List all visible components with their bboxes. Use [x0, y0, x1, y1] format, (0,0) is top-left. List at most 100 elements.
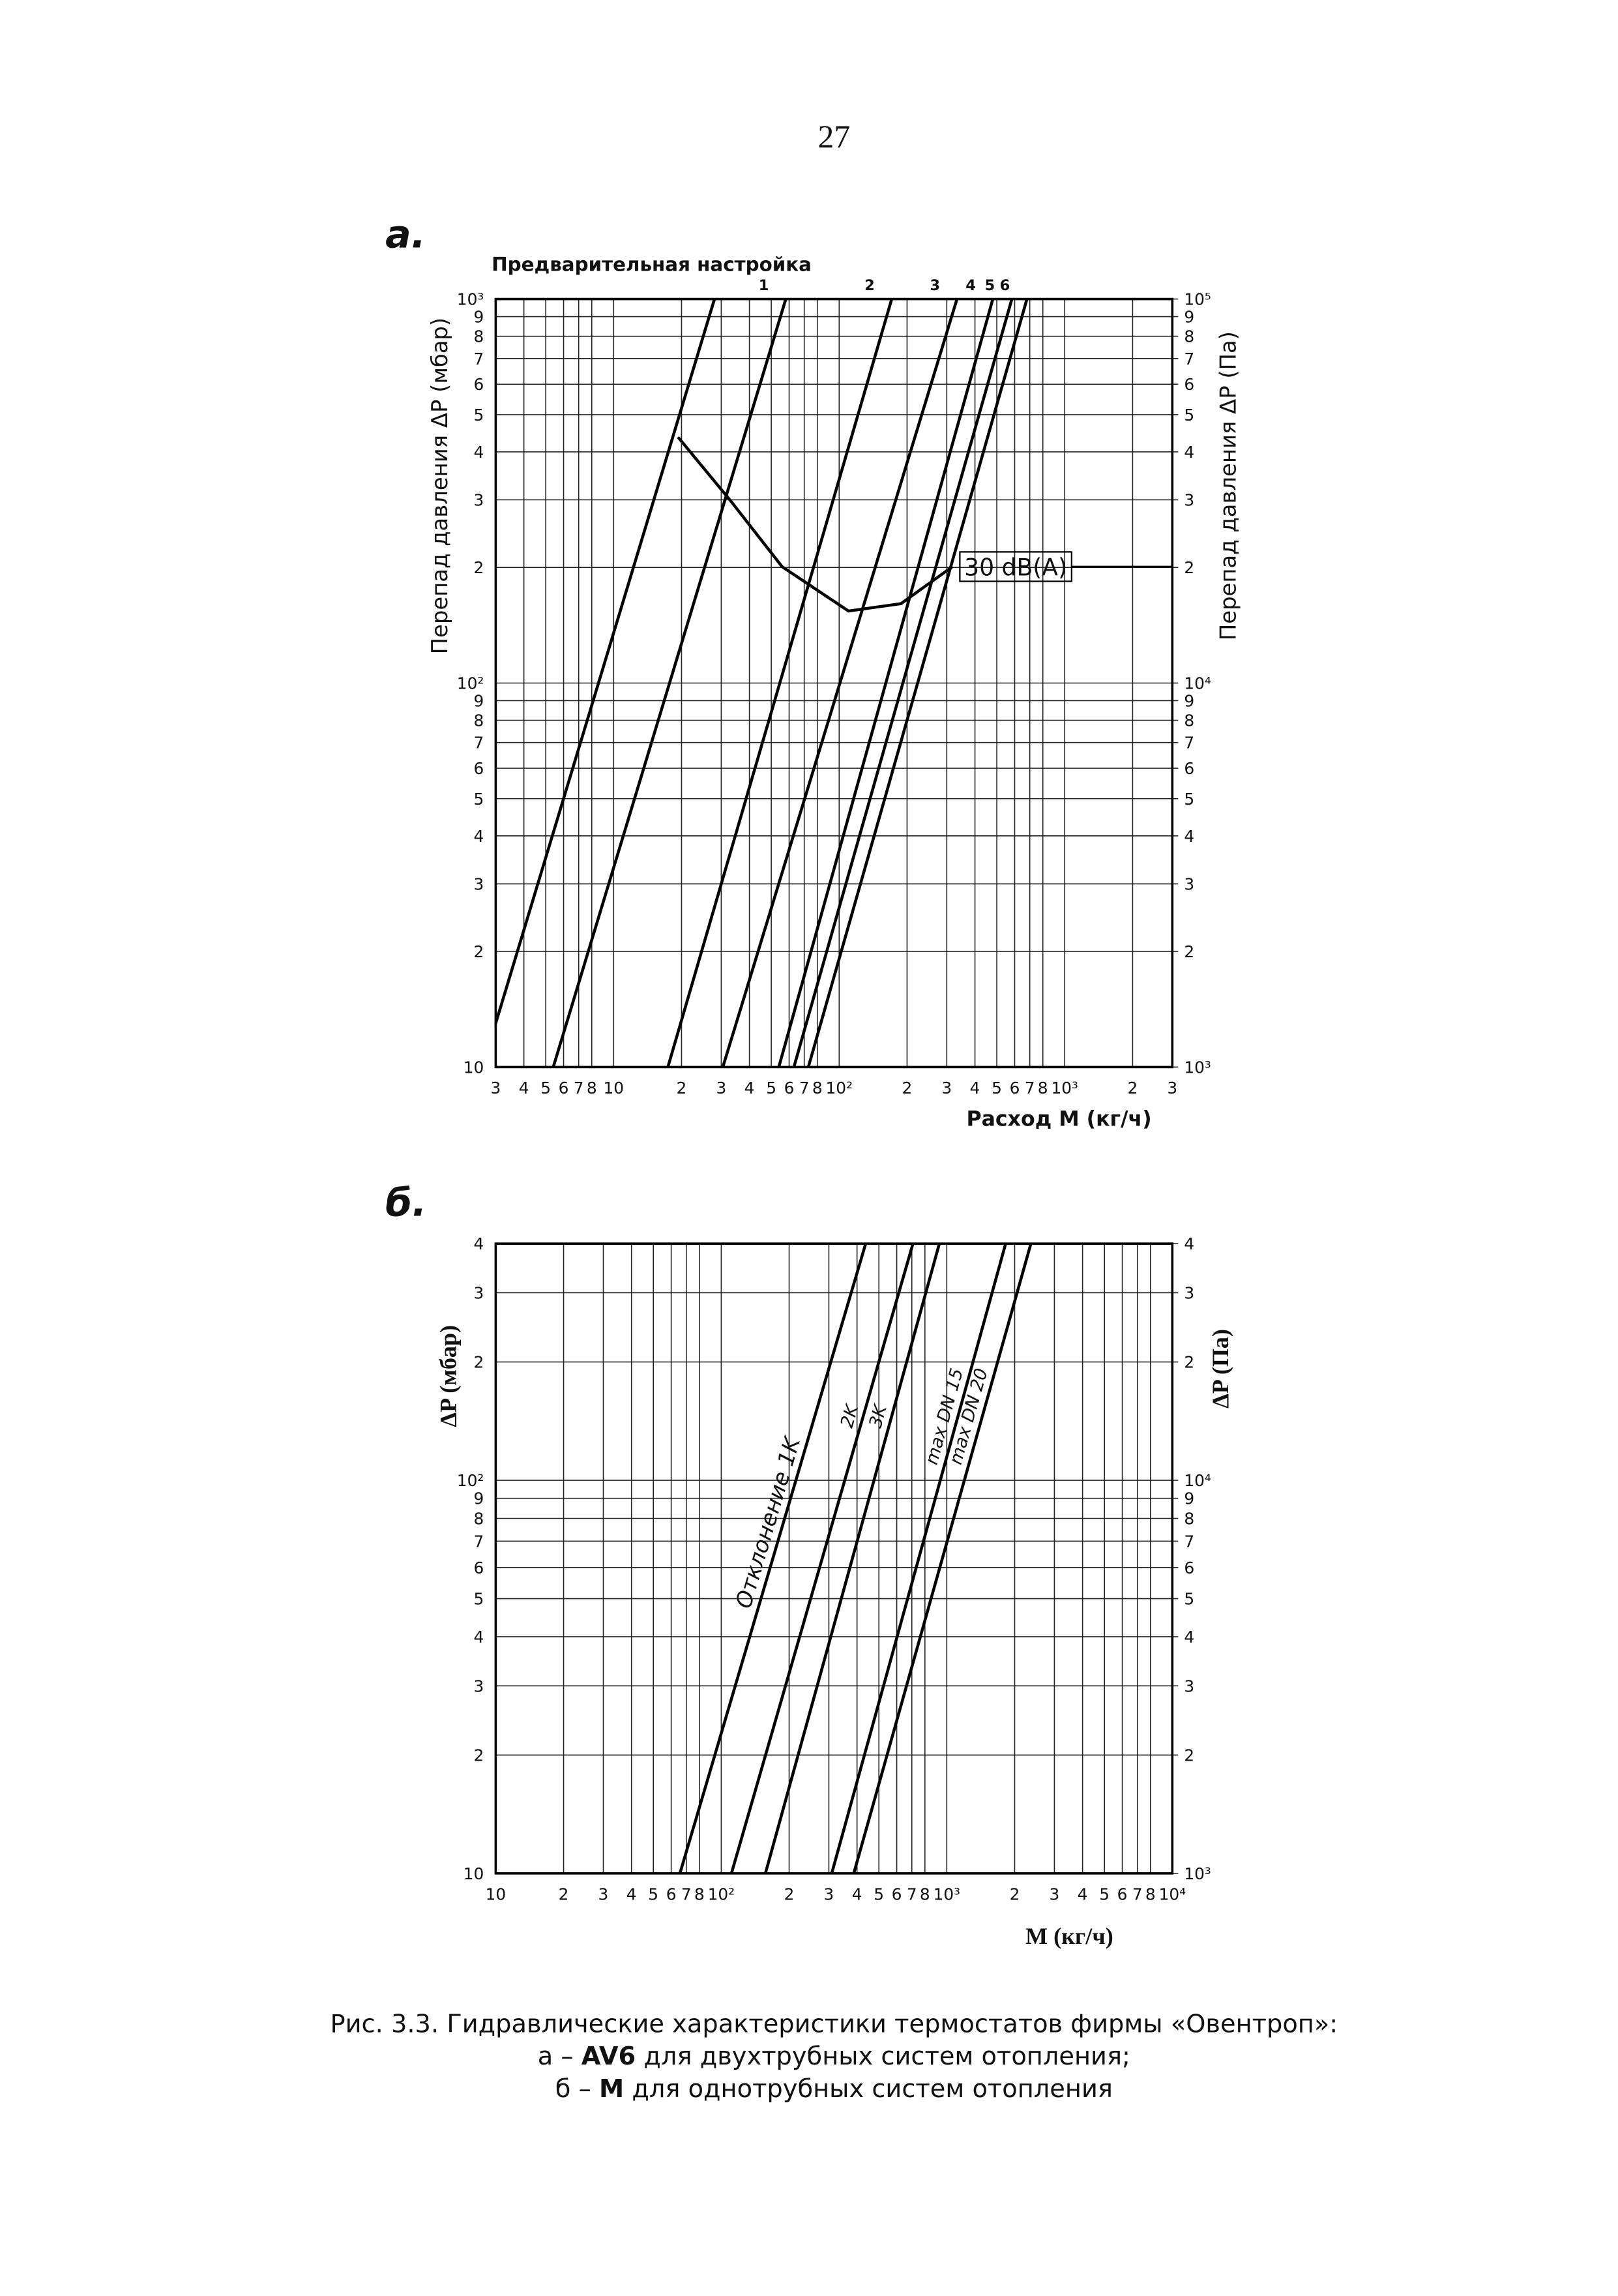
y-tick-label: 3: [474, 1284, 484, 1303]
characteristic-line: [830, 1243, 1007, 1874]
x-tick-label: 5: [648, 1885, 658, 1904]
y2-tick-label: 8: [1184, 711, 1194, 730]
x-tick-label: 10: [486, 1885, 507, 1904]
characteristic-line: [677, 436, 954, 613]
y2-tick-label: 10⁴: [1184, 674, 1211, 693]
x-tick-label: 10: [604, 1079, 625, 1097]
y2-tick-label: 7: [1184, 350, 1194, 368]
y-tick-label: 5: [474, 406, 484, 425]
y2-tick-label: 5: [1184, 790, 1194, 809]
y2-tick-label: 10³: [1184, 1864, 1211, 1883]
x-tick-label: 2: [1128, 1079, 1138, 1097]
x-tick-label: 3: [598, 1885, 609, 1904]
x-tick-label: 7: [681, 1885, 692, 1904]
caption-bold: AV6: [581, 2042, 636, 2071]
caption-text: а –: [538, 2042, 581, 2071]
plot-frame: [494, 297, 1174, 1069]
y2-tick-label: 6: [1184, 759, 1194, 778]
y2-tick-label: 6: [1184, 375, 1194, 394]
y-tick-label: 10³: [457, 290, 484, 309]
y-tick-label: 10: [463, 1058, 484, 1077]
x-tick-label: 3: [824, 1885, 834, 1904]
x-tick-label: 7: [574, 1079, 584, 1097]
x-tick-label: 8: [812, 1079, 823, 1097]
x-tick-label: 4: [626, 1885, 637, 1904]
x-tick-label: 8: [1145, 1885, 1156, 1904]
x-tick-label: 8: [1038, 1079, 1048, 1097]
x-tick-label: 6: [784, 1079, 795, 1097]
y-tick-label: 3: [474, 874, 484, 893]
x-tick-label: 2: [784, 1885, 795, 1904]
y-tick-label: 6: [474, 759, 484, 778]
x-tick-label: 5: [992, 1079, 1002, 1097]
y-tick-label: 6: [474, 375, 484, 394]
x-tick-label: 10²: [708, 1885, 735, 1904]
x-axis-label: M (кг/ч): [1025, 1923, 1113, 1949]
y-tick-label: 3: [474, 491, 484, 510]
x-tick-label: 2: [902, 1079, 913, 1097]
y2-tick-label: 3: [1184, 1284, 1194, 1303]
y2-tick-label: 7: [1184, 1532, 1194, 1551]
y-tick-label: 10²: [457, 1471, 484, 1490]
panel-label: а.: [385, 213, 426, 257]
plot-frame: [494, 1242, 1174, 1875]
y2-tick-label: 9: [1184, 1489, 1194, 1508]
y2-tick-label: 2: [1184, 558, 1194, 577]
characteristic-line: [792, 298, 1014, 1068]
characteristic-line: [678, 1243, 868, 1874]
y2-tick-label: 4: [1184, 1234, 1194, 1253]
x-tick-label: 7: [907, 1885, 917, 1904]
y-tick-label: 2: [474, 942, 484, 961]
x-tick-label: 3: [1050, 1885, 1060, 1904]
preset-label: 1: [759, 277, 769, 294]
x-tick-label: 6: [1010, 1079, 1020, 1097]
y2-tick-label: 5: [1184, 406, 1194, 425]
y-tick-label: 8: [474, 327, 484, 346]
y-tick-label: 4: [474, 1234, 484, 1253]
caption-line: Рис. 3.3. Гидравлические характеристики …: [330, 2010, 1338, 2039]
characteristic-line: [777, 298, 995, 1068]
y-tick-label: 4: [474, 1628, 484, 1647]
y2-tick-label: 9: [1184, 691, 1194, 710]
panel-label: б.: [385, 1180, 426, 1225]
x-tick-label: 5: [540, 1079, 551, 1097]
x-tick-label: 10³: [934, 1885, 961, 1904]
preset-label: 3: [930, 277, 940, 294]
y-tick-label: 2: [474, 558, 484, 577]
y2-tick-label: 2: [1184, 1746, 1194, 1765]
y-tick-label: 8: [474, 711, 484, 730]
characteristic-line: [552, 298, 787, 1068]
y2-tick-label: 10³: [1184, 1058, 1211, 1077]
x-tick-label: 10²: [826, 1079, 853, 1097]
caption-bold: M: [599, 2074, 624, 2104]
x-tick-label: 4: [744, 1079, 755, 1097]
y2-tick-label: 2: [1184, 1353, 1194, 1372]
characteristic-line: [494, 298, 716, 1024]
y2-tick-label: 3: [1184, 874, 1194, 893]
x-tick-label: 2: [677, 1079, 687, 1097]
preset-label: 2: [864, 277, 875, 294]
x-tick-label: 2: [1010, 1885, 1020, 1904]
caption-text: для однотрубных систем отопления: [624, 2074, 1113, 2104]
y-tick-label: 5: [474, 1590, 484, 1609]
caption-text: для двухтрубных систем отопления;: [636, 2042, 1130, 2071]
x-tick-label: 4: [852, 1885, 862, 1904]
x-tick-label: 8: [587, 1079, 597, 1097]
y-tick-label: 9: [474, 308, 484, 327]
preset-label: 6: [1000, 277, 1010, 294]
x-tick-label: 8: [920, 1885, 930, 1904]
y2-axis-label: Перепад давления ΔP (Па): [1215, 331, 1241, 640]
y-tick-label: 6: [474, 1558, 484, 1577]
y-tick-label: 2: [474, 1353, 484, 1372]
x-tick-label: 7: [799, 1079, 810, 1097]
y-tick-label: 8: [474, 1510, 484, 1528]
y-tick-label: 10²: [457, 674, 484, 693]
preset-label: 4: [965, 277, 976, 294]
y2-tick-label: 3: [1184, 1677, 1194, 1695]
characteristic-line: [852, 1243, 1033, 1874]
y2-tick-label: 2: [1184, 942, 1194, 961]
y2-tick-label: 10⁵: [1184, 290, 1211, 309]
x-tick-label: 7: [1132, 1885, 1143, 1904]
